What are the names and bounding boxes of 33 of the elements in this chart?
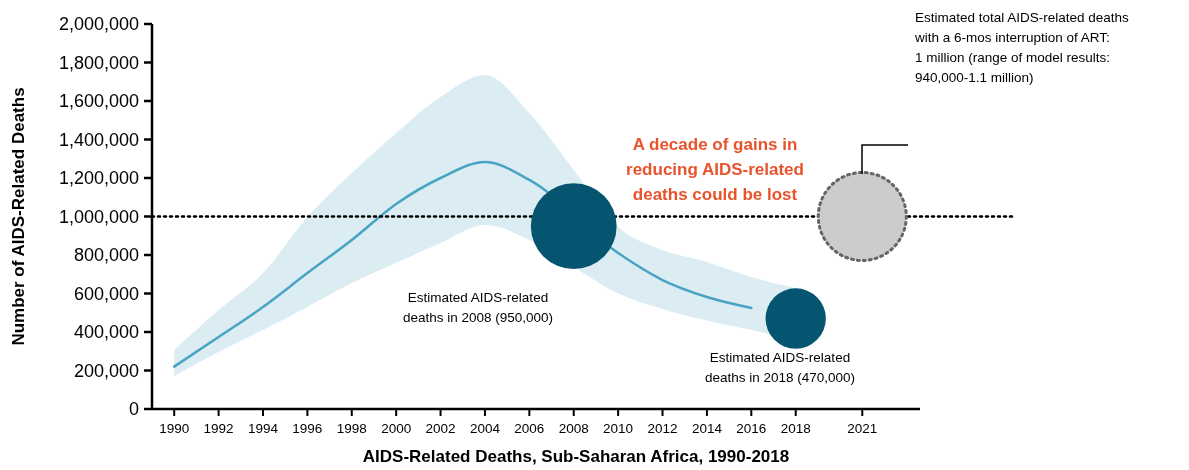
- x-tick-label: 1990: [159, 421, 190, 436]
- x-tick-label: 1996: [292, 421, 323, 436]
- x-tick-label: 2004: [469, 421, 501, 436]
- x-tick-label: 1998: [336, 421, 367, 436]
- x-tick-label: 2012: [647, 421, 678, 436]
- x-tick-label: 2016: [736, 421, 767, 436]
- x-tick-label: 2008: [558, 421, 589, 436]
- y-tick-label: 400,000: [73, 322, 139, 343]
- annotation: Estimated AIDS-related deaths in 2008 (950,000): [402, 290, 554, 325]
- x-axis-title: AIDS-Related Deaths, Sub-Saharan Africa, 1990-2018: [362, 447, 790, 466]
- annotation: Estimated AIDS-related deaths in 2018 (470,000): [704, 350, 856, 385]
- x-tick-label: 1994: [247, 421, 279, 436]
- y-axis-title: Number of AIDS-Related Deaths: [9, 87, 28, 346]
- x-tick-label: 2018: [780, 421, 811, 436]
- x-tick-label: 2006: [514, 421, 545, 436]
- y-tick-label: 600,000: [73, 283, 139, 304]
- y-tick-label: 1,000,000: [58, 206, 139, 227]
- annotation: Estimated total AIDS-related deaths with a 6-mos interruption of ART: 1 million (range of model results: 940,000-1.1 million): [914, 10, 1130, 85]
- y-tick-label: 1,400,000: [58, 129, 139, 150]
- annotation: A decade of gains in reducing AIDS-related deaths could be lost: [626, 135, 804, 204]
- x-tick-label: 1992: [203, 421, 234, 436]
- x-tick-label: 2021: [847, 421, 878, 436]
- x-tick-label: 2010: [603, 421, 634, 436]
- y-tick-label: 800,000: [73, 245, 139, 266]
- y-tick-label: 0: [128, 399, 139, 420]
- y-tick-label: 200,000: [73, 360, 139, 381]
- x-tick-label: 2000: [381, 421, 412, 436]
- y-tick-label: 1,800,000: [58, 52, 139, 73]
- x-tick-label: 2014: [691, 421, 723, 436]
- y-tick-label: 1,200,000: [58, 168, 139, 189]
- y-tick-label: 1,600,000: [58, 91, 139, 112]
- y-tick-label: 2,000,000: [58, 14, 139, 35]
- x-tick-label: 2002: [425, 421, 456, 436]
